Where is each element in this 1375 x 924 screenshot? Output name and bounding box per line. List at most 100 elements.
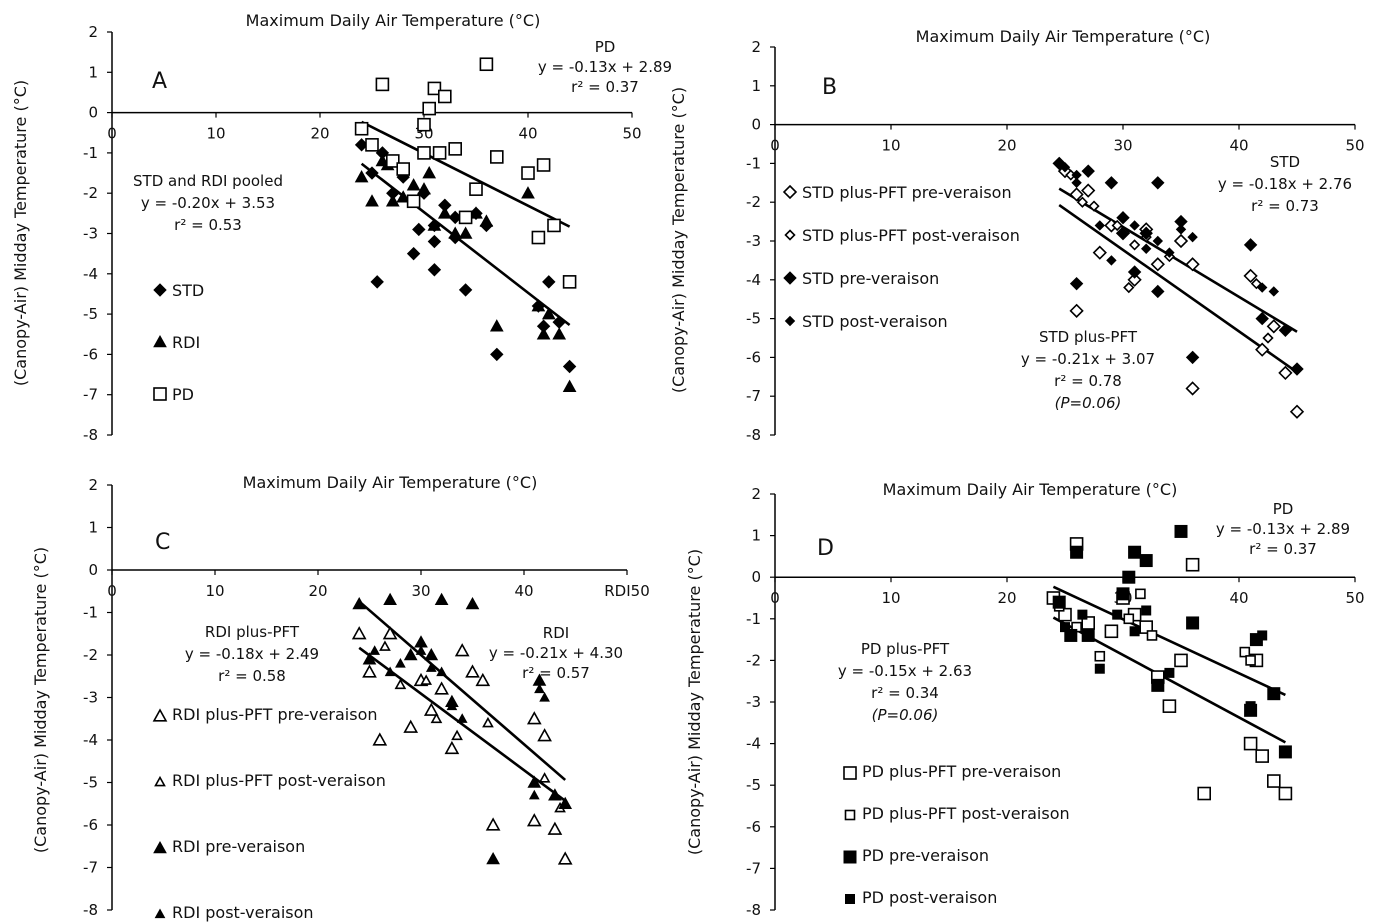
annotation-line: r² = 0.37	[1249, 540, 1317, 558]
data-point	[1243, 238, 1258, 252]
data-point	[425, 662, 437, 672]
data-point	[1239, 646, 1251, 658]
x-tick-label: 50	[622, 125, 641, 143]
legend-symbol	[843, 766, 857, 780]
data-point	[1164, 247, 1175, 258]
data-point	[1151, 284, 1165, 299]
data-point	[369, 645, 380, 655]
data-point	[1077, 609, 1088, 620]
data-point	[536, 158, 551, 172]
x-tick-label: 20	[997, 589, 1016, 607]
data-point	[528, 789, 540, 800]
annotation-line: r² = 0.53	[174, 216, 242, 234]
y-tick-label: -3	[83, 225, 98, 243]
annotation-line: r² = 0.34	[871, 684, 939, 702]
annotation-line: r² = 0.57	[522, 664, 590, 682]
data-point	[534, 683, 545, 694]
data-point	[1140, 243, 1152, 254]
data-point	[465, 664, 480, 678]
series-rdi	[354, 153, 577, 392]
data-point	[1185, 257, 1200, 272]
series-rdi-post-veraison	[369, 645, 550, 800]
annotation-line: PD	[1273, 500, 1294, 518]
legend-label: STD plus-PFT pre-veraison	[802, 183, 1012, 202]
data-point	[1081, 183, 1096, 198]
data-point	[434, 681, 449, 695]
data-point	[394, 678, 407, 690]
data-point	[1174, 653, 1188, 668]
data-point	[1152, 235, 1164, 247]
y-tick-label: -2	[83, 184, 98, 202]
y-tick-label: 2	[88, 23, 98, 41]
data-point	[365, 194, 379, 207]
fit-line	[361, 120, 571, 228]
x-tick-label: 20	[997, 137, 1016, 155]
legend-symbol	[782, 184, 798, 200]
y-axis-label: (Canopy-Air) Midday Temperature (°C)	[11, 80, 30, 386]
data-point	[427, 263, 442, 277]
data-point	[417, 182, 431, 195]
annotation-line: (P=0.06)	[1055, 394, 1122, 412]
legend-symbol	[784, 229, 796, 241]
x-tick-label: 40	[514, 582, 533, 600]
data-point	[1104, 176, 1119, 190]
legend-label: PD plus-PFT post-veraison	[862, 804, 1070, 823]
y-tick-label: -5	[83, 774, 98, 792]
data-point	[1081, 628, 1095, 642]
data-point	[1128, 545, 1142, 559]
y-tick-label: 0	[88, 561, 98, 579]
y-tick-label: -4	[83, 265, 98, 283]
y-tick-label: -7	[746, 387, 761, 405]
data-point	[1174, 524, 1188, 538]
y-tick-label: -1	[83, 604, 98, 622]
annotation-line: y = -0.13x + 2.89	[538, 58, 672, 76]
data-point	[1186, 616, 1200, 630]
data-point	[1150, 257, 1165, 272]
data-point	[437, 89, 452, 104]
data-point	[1139, 620, 1153, 634]
annotation-line: r² = 0.73	[1251, 197, 1319, 215]
data-point	[490, 347, 504, 362]
x-tick-label: 10	[205, 582, 224, 600]
y-tick-label: -4	[746, 735, 761, 753]
data-point	[370, 275, 384, 289]
annotation-line: y = -0.20x + 3.53	[141, 194, 275, 212]
data-point	[1139, 554, 1153, 568]
legend-label: RDI pre-veraison	[172, 837, 305, 856]
data-point	[444, 740, 460, 755]
x-tick-label: 30	[411, 582, 430, 600]
data-point	[446, 700, 458, 711]
data-point	[432, 146, 447, 160]
x-tick-label: 20	[308, 582, 327, 600]
data-point	[434, 592, 449, 606]
legend-symbol	[153, 283, 167, 297]
data-point	[427, 234, 442, 249]
data-point	[422, 101, 437, 116]
data-point	[1116, 211, 1130, 225]
legend-symbol	[153, 840, 167, 854]
data-point	[415, 645, 427, 655]
x-tick-label: 20	[310, 125, 329, 143]
y-tick-label: -1	[746, 610, 761, 628]
x-tick-label: 40	[518, 125, 537, 143]
data-point	[536, 327, 551, 340]
series-std-plus-pft-pre-veraison	[1057, 164, 1305, 419]
data-point	[403, 647, 418, 661]
data-point	[458, 226, 473, 239]
fit-line	[1058, 187, 1298, 333]
x-tick-label: 10	[881, 589, 900, 607]
data-point	[1243, 268, 1258, 284]
data-point	[1175, 224, 1187, 235]
data-point	[354, 170, 369, 183]
y-tick-label: -3	[746, 693, 761, 711]
legend-label: PD pre-veraison	[862, 846, 989, 865]
y-tick-label: -6	[746, 818, 761, 836]
data-point	[424, 647, 439, 661]
x-tick-label: 50	[1345, 589, 1364, 607]
x-tick-label: 30	[1113, 137, 1132, 155]
y-axis-label: (Canopy-Air) Midday Temperature (°C)	[31, 547, 50, 853]
series-std-pre-veraison	[1052, 156, 1304, 376]
